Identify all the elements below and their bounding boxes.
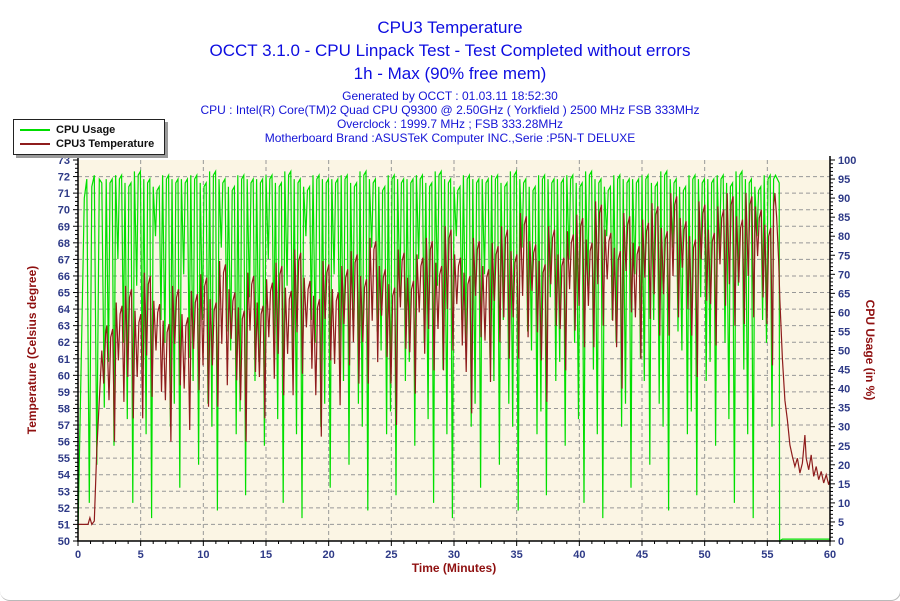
legend-item-cpu-usage: CPU Usage <box>20 123 154 137</box>
svg-text:56: 56 <box>58 437 70 449</box>
svg-text:65: 65 <box>58 288 70 300</box>
x-axis-title: Time (Minutes) <box>412 561 496 575</box>
svg-text:58: 58 <box>58 403 70 415</box>
svg-text:65: 65 <box>838 288 850 300</box>
legend-label: CPU3 Temperature <box>56 138 155 150</box>
axes <box>73 156 835 546</box>
svg-text:95: 95 <box>838 174 850 186</box>
test-subtitle: OCCT 3.1.0 - CPU Linpack Test - Test Com… <box>209 41 691 60</box>
svg-text:68: 68 <box>58 238 70 250</box>
svg-text:67: 67 <box>58 254 70 266</box>
svg-text:72: 72 <box>58 172 70 184</box>
svg-text:0: 0 <box>838 536 844 548</box>
svg-text:60: 60 <box>58 370 70 382</box>
svg-text:69: 69 <box>58 221 70 233</box>
svg-text:10: 10 <box>197 549 209 561</box>
series-lines <box>77 169 831 543</box>
svg-text:55: 55 <box>58 453 70 465</box>
overclock-info: Overclock : 1999.7 MHz ; FSB 333.28MHz <box>336 117 564 131</box>
svg-text:10: 10 <box>838 498 850 510</box>
svg-text:50: 50 <box>838 346 850 358</box>
svg-text:60: 60 <box>838 307 850 319</box>
svg-text:61: 61 <box>58 354 70 366</box>
svg-text:25: 25 <box>385 549 397 561</box>
svg-text:35: 35 <box>511 549 523 561</box>
svg-text:45: 45 <box>636 549 648 561</box>
svg-text:5: 5 <box>138 549 144 561</box>
svg-text:25: 25 <box>838 441 850 453</box>
svg-text:30: 30 <box>448 549 460 561</box>
svg-text:40: 40 <box>573 549 585 561</box>
test-duration-subtitle: 1h - Max (90% free mem) <box>353 64 547 83</box>
cpu-usage-line-swatch <box>20 129 50 131</box>
svg-text:59: 59 <box>58 387 70 399</box>
svg-text:50: 50 <box>699 549 711 561</box>
svg-text:73: 73 <box>58 155 70 167</box>
svg-text:15: 15 <box>260 549 272 561</box>
svg-text:35: 35 <box>838 403 850 415</box>
right-axis-title: CPU Usage (in %) <box>863 300 877 401</box>
svg-text:80: 80 <box>838 231 850 243</box>
svg-text:60: 60 <box>824 549 836 561</box>
generated-timestamp: Generated by OCCT : 01.03.11 18:52:30 <box>342 89 558 103</box>
motherboard-info: Motherboard Brand :ASUSTeK Computer INC.… <box>264 131 636 145</box>
legend-item-cpu3-temperature: CPU3 Temperature <box>20 137 154 151</box>
svg-text:52: 52 <box>58 503 70 515</box>
svg-text:71: 71 <box>58 188 70 200</box>
svg-text:90: 90 <box>838 193 850 205</box>
left-axis-title: Temperature (Celsius degree) <box>25 266 39 435</box>
svg-text:75: 75 <box>838 250 850 262</box>
svg-text:63: 63 <box>58 321 70 333</box>
legend: CPU Usage CPU3 Temperature <box>13 119 166 155</box>
svg-text:66: 66 <box>58 271 70 283</box>
svg-text:50: 50 <box>58 536 70 548</box>
svg-text:70: 70 <box>838 269 850 281</box>
svg-text:20: 20 <box>838 460 850 472</box>
svg-text:30: 30 <box>838 422 850 434</box>
svg-text:100: 100 <box>838 155 856 167</box>
svg-text:55: 55 <box>761 549 773 561</box>
svg-text:55: 55 <box>838 326 850 338</box>
svg-text:40: 40 <box>838 384 850 396</box>
svg-text:20: 20 <box>323 549 335 561</box>
svg-text:15: 15 <box>838 479 850 491</box>
legend-label: CPU Usage <box>56 124 116 136</box>
svg-text:0: 0 <box>75 549 81 561</box>
svg-text:57: 57 <box>58 420 70 432</box>
cpu-info: CPU : Intel(R) Core(TM)2 Quad CPU Q9300 … <box>200 103 700 117</box>
cpu3-temperature-line-swatch <box>20 143 50 145</box>
svg-text:62: 62 <box>58 337 70 349</box>
page-title: CPU3 Temperature <box>377 18 523 37</box>
svg-text:70: 70 <box>58 205 70 217</box>
svg-text:85: 85 <box>838 212 850 224</box>
svg-text:54: 54 <box>58 470 71 482</box>
chart-header: CPU3 Temperature OCCT 3.1.0 - CPU Linpac… <box>0 16 900 145</box>
svg-text:51: 51 <box>58 519 70 531</box>
svg-text:64: 64 <box>58 304 71 316</box>
svg-text:53: 53 <box>58 486 70 498</box>
svg-text:45: 45 <box>838 365 850 377</box>
tick-labels: 5051525354555657585960616263646566676869… <box>58 155 857 561</box>
svg-text:5: 5 <box>838 517 844 529</box>
